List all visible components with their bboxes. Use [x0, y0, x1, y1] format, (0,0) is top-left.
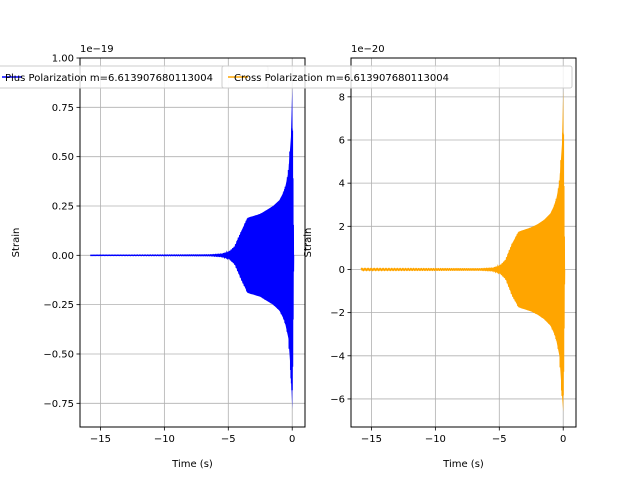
- y-tick-label: 0.50: [52, 152, 74, 163]
- x-tick-label: 0: [289, 434, 295, 445]
- y-tick-label: 1.00: [52, 54, 74, 65]
- y-offset-label: 1e−20: [351, 44, 385, 55]
- y-tick-label: −6: [330, 394, 345, 405]
- x-tick-labels: −15 −10 −5 0: [90, 434, 296, 445]
- x-tick-label: −15: [361, 434, 382, 445]
- axes-frame: [350, 57, 577, 428]
- y-tick-label: −2: [330, 308, 345, 319]
- plus-polarization-waveform: [90, 87, 295, 410]
- y-tick-label: 2: [339, 222, 345, 233]
- cross-polarization-waveform: [360, 90, 566, 412]
- y-tick-label: 4: [339, 179, 345, 190]
- waveform-trace: [90, 128, 295, 391]
- x-tick-label: −15: [90, 434, 111, 445]
- y-axis-label: Strain: [303, 228, 314, 258]
- legend: Cross Polarization m=6.613907680113004: [221, 65, 573, 89]
- y-tick-label: −0.25: [43, 300, 74, 311]
- x-tick-labels: −15 −10 −5 0: [361, 434, 567, 445]
- legend-frame: [221, 65, 573, 89]
- x-axis-label: Time (s): [171, 459, 213, 470]
- y-tick-label: −0.50: [43, 349, 74, 360]
- y-offset-label: 1e−19: [80, 44, 114, 55]
- y-tick-label: 8: [339, 92, 345, 103]
- x-tick-label: −5: [492, 434, 507, 445]
- x-tick-label: 0: [560, 434, 566, 445]
- y-tick-label: 0.00: [52, 251, 74, 262]
- x-tick-label: −10: [425, 434, 446, 445]
- y-tick-label: 6: [339, 136, 345, 147]
- y-tick-label: −0.75: [43, 399, 74, 410]
- plus-polarization-plot: −15 −10 −5 0 −0.75 −0.50 −0.25 0.00 0.25…: [11, 44, 306, 470]
- waveform-trace: [360, 132, 566, 396]
- x-tick-label: −10: [154, 434, 175, 445]
- y-axis-label: Strain: [11, 228, 22, 258]
- cross-polarization-plot: −15 −10 −5 0 −6 −4 −2 0 2 4 6 8 1e−20 Ti…: [303, 44, 577, 470]
- y-tick-label: 0.25: [52, 201, 74, 212]
- y-tick-label: 0: [339, 265, 345, 276]
- y-tick-labels: −0.75 −0.50 −0.25 0.00 0.25 0.50 0.75 1.…: [43, 54, 74, 410]
- tick-marks: [347, 96, 564, 431]
- x-tick-label: −5: [221, 434, 236, 445]
- y-tick-labels: −6 −4 −2 0 2 4 6 8: [330, 92, 345, 405]
- axes-frame: [79, 57, 306, 428]
- x-axis-label: Time (s): [442, 459, 484, 470]
- legend-label: Cross Polarization m=6.613907680113004: [234, 73, 449, 84]
- y-tick-label: −4: [330, 351, 345, 362]
- tick-marks: [76, 57, 293, 431]
- y-tick-label: 0.75: [52, 103, 74, 114]
- legend-label: Plus Polarization m=6.613907680113004: [5, 73, 213, 84]
